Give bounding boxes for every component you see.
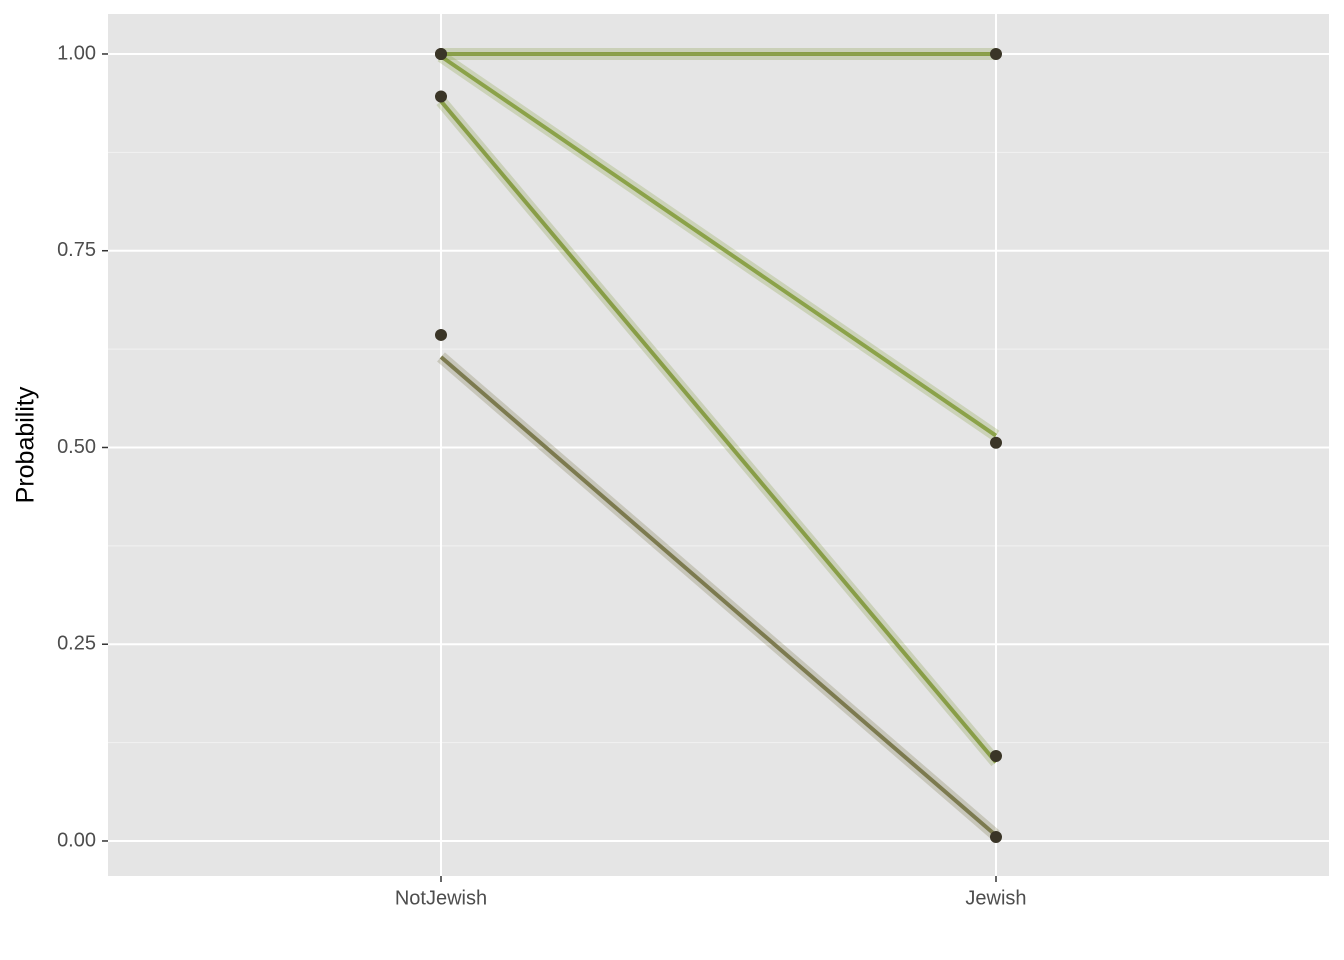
point xyxy=(990,47,1002,60)
line xyxy=(439,355,998,837)
x-tick-label: Jewish xyxy=(965,887,1026,909)
line xyxy=(439,54,998,438)
y-tick-label: 0.25 xyxy=(57,633,96,655)
point xyxy=(435,90,447,103)
point xyxy=(435,47,447,60)
y-tick-label: 0.00 xyxy=(57,829,96,851)
point xyxy=(435,328,447,341)
point xyxy=(990,749,1002,762)
panel xyxy=(108,14,1329,876)
point xyxy=(990,436,1002,449)
y-tick-label: 0.75 xyxy=(57,239,96,261)
y-tick-label: 0.50 xyxy=(57,436,96,458)
y-axis-title: Probability xyxy=(12,386,40,503)
line xyxy=(439,99,998,764)
y-tick-label: 1.00 xyxy=(57,42,96,64)
point xyxy=(990,831,1002,844)
x-tick-label: NotJewish xyxy=(395,887,487,909)
